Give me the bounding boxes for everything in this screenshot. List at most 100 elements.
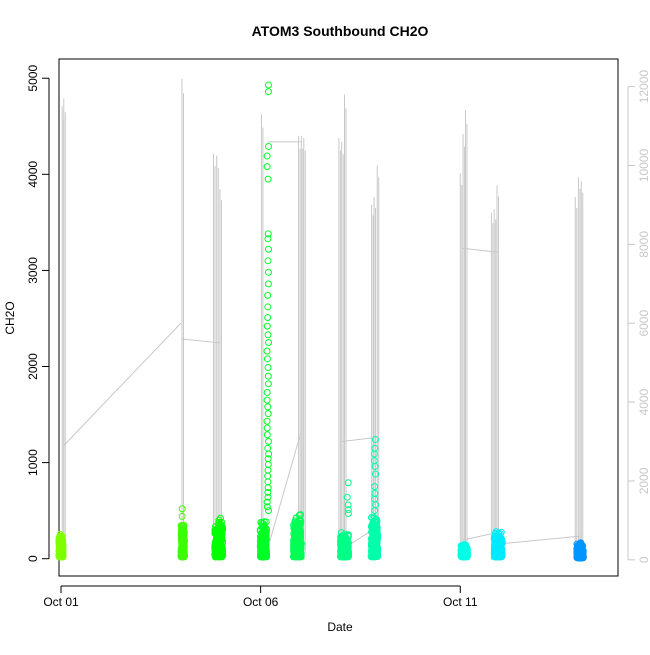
data-point xyxy=(55,550,63,558)
data-point xyxy=(264,372,272,380)
data-point xyxy=(462,553,470,561)
x-tick-label: Oct 01 xyxy=(43,595,79,609)
x-tick-label: Oct 11 xyxy=(443,595,478,609)
altitude-line-layer xyxy=(61,78,584,560)
x-axis-label: Date xyxy=(327,620,353,634)
data-point xyxy=(339,548,347,556)
y-tick-label: 4000 xyxy=(26,161,40,188)
data-point xyxy=(264,466,272,474)
data-point xyxy=(493,553,501,561)
axes-layer: 0 1000 2000 3000 4000 5000 0 2000 4000 6000 8000 10… xyxy=(26,65,650,609)
chart-title: ATOM3 Southbound CH2O xyxy=(252,23,429,39)
data-point xyxy=(263,347,271,355)
data-point xyxy=(263,424,271,432)
data-point xyxy=(457,546,465,554)
data-point xyxy=(497,553,505,561)
altitude-connector-line xyxy=(267,433,302,549)
y-tick-label: 1000 xyxy=(26,449,40,476)
data-point xyxy=(370,522,378,530)
data-point xyxy=(264,88,272,96)
data-point xyxy=(265,338,273,346)
data-point xyxy=(265,142,273,150)
data-point xyxy=(260,524,268,532)
data-point xyxy=(217,518,225,526)
data-point xyxy=(218,550,226,558)
data-point xyxy=(369,519,377,527)
data-point xyxy=(264,280,272,288)
data-point xyxy=(290,530,298,538)
data-point xyxy=(497,535,505,543)
data-point xyxy=(339,545,347,553)
data-point xyxy=(264,303,272,311)
data-point xyxy=(264,437,272,445)
secondary-y-tick-label: 10000 xyxy=(637,148,650,182)
data-point xyxy=(341,552,349,560)
data-point xyxy=(344,479,352,487)
data-point xyxy=(263,396,271,404)
data-point xyxy=(264,331,272,339)
data-point xyxy=(264,175,272,183)
data-point xyxy=(371,462,379,470)
secondary-y-tick-label: 4000 xyxy=(637,388,650,415)
data-point xyxy=(264,81,272,89)
data-point xyxy=(263,498,271,506)
data-point xyxy=(216,540,224,548)
data-point xyxy=(211,545,219,553)
secondary-y-tick-label: 2000 xyxy=(637,467,650,494)
data-point xyxy=(263,322,271,330)
data-point xyxy=(264,488,272,496)
data-point xyxy=(343,543,351,551)
data-point xyxy=(57,546,65,554)
data-point xyxy=(178,505,186,513)
data-point xyxy=(178,522,186,530)
x-tick-label: Oct 06 xyxy=(243,595,279,609)
data-point xyxy=(292,514,300,522)
data-point xyxy=(265,450,273,458)
data-point xyxy=(337,533,345,541)
data-point xyxy=(291,518,299,526)
data-point xyxy=(343,493,351,501)
y-tick-label: 2000 xyxy=(26,353,40,380)
data-point xyxy=(373,552,381,560)
data-point xyxy=(259,533,267,541)
altitude-connector-line xyxy=(63,322,182,446)
y-tick-label: 3000 xyxy=(26,257,40,284)
data-point xyxy=(263,417,271,425)
data-point xyxy=(262,546,270,554)
data-point xyxy=(371,470,379,478)
data-point xyxy=(216,514,224,522)
data-point xyxy=(257,542,265,550)
data-point xyxy=(344,501,352,509)
altitude-connector-line xyxy=(181,338,220,344)
data-point xyxy=(264,230,272,238)
data-point xyxy=(344,510,352,518)
data-point xyxy=(497,534,505,542)
data-point xyxy=(264,478,272,486)
data-point xyxy=(263,163,271,171)
data-point xyxy=(264,268,272,276)
data-point xyxy=(178,530,186,538)
data-point xyxy=(263,503,271,511)
data-point xyxy=(264,291,272,299)
data-point xyxy=(577,541,585,549)
data-point xyxy=(264,235,272,243)
data-point xyxy=(263,355,271,363)
secondary-y-tick-label: 6000 xyxy=(637,310,650,337)
data-point xyxy=(56,551,64,559)
data-point xyxy=(216,531,224,539)
data-point xyxy=(179,552,187,560)
data-point xyxy=(258,538,266,546)
plot-frame xyxy=(58,58,619,577)
data-point xyxy=(342,533,350,541)
y-axis-label: CH2O xyxy=(3,301,17,334)
data-point xyxy=(264,363,272,371)
data-point xyxy=(263,388,271,396)
data-point xyxy=(458,551,466,559)
data-point xyxy=(371,495,379,503)
secondary-y-tick-label: 0 xyxy=(637,556,650,563)
secondary-y-tick-label: 12000 xyxy=(637,70,650,104)
data-point xyxy=(264,380,272,388)
secondary-y-tick-label: 8000 xyxy=(637,231,650,258)
data-point xyxy=(58,543,66,551)
